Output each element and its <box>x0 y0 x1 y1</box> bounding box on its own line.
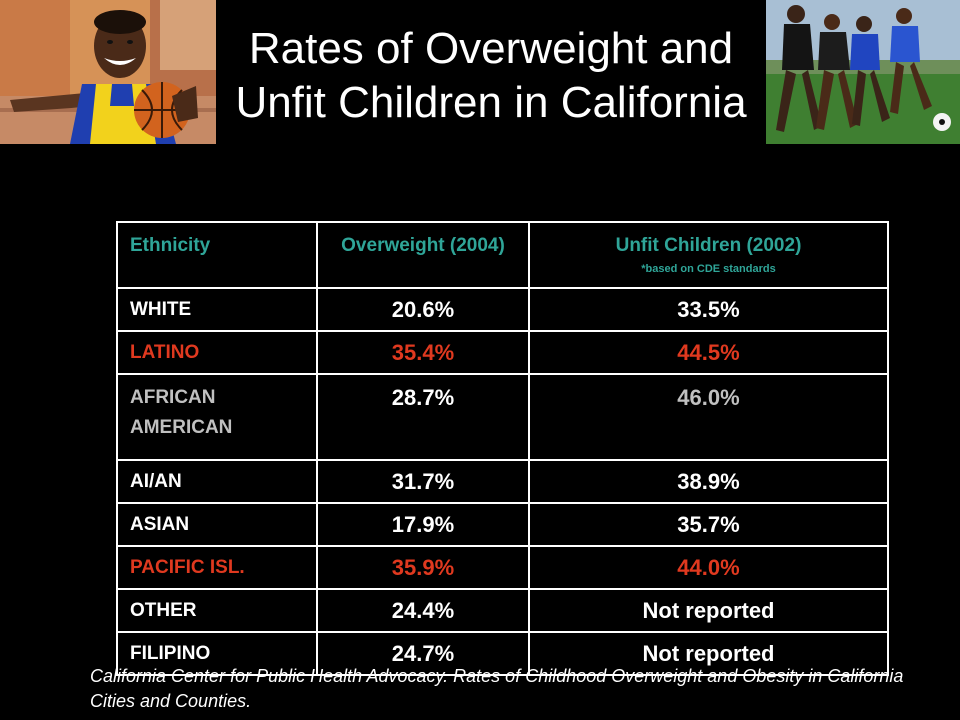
header-overweight: Overweight (2004) <box>316 221 530 289</box>
overweight-unfit-table: Ethnicity Overweight (2004) Unfit Childr… <box>116 221 889 676</box>
table-row: WHITE 20.6% 33.5% <box>116 287 889 332</box>
header-ethnicity: Ethnicity <box>116 221 318 289</box>
overweight-cell: 24.7% <box>316 631 530 676</box>
overweight-cell: 35.9% <box>316 545 530 590</box>
overweight-cell: 20.6% <box>316 287 530 332</box>
header-unfit-note: *based on CDE standards <box>641 263 776 275</box>
table-row: OTHER 24.4% Not reported <box>116 588 889 633</box>
ethnicity-cell: ASIAN <box>116 502 318 547</box>
ethnicity-cell: LATINO <box>116 330 318 375</box>
overweight-cell: 24.4% <box>316 588 530 633</box>
unfit-cell: 44.0% <box>528 545 889 590</box>
table-row: FILIPINO 24.7% Not reported <box>116 631 889 676</box>
unfit-cell: 46.0% <box>528 373 889 461</box>
unfit-cell: 38.9% <box>528 459 889 504</box>
table-header-row: Ethnicity Overweight (2004) Unfit Childr… <box>116 221 889 289</box>
slide-title: Rates of Overweight and Unfit Children i… <box>235 24 747 127</box>
ethnicity-cell-text: AFRICAN AMERICAN <box>130 387 233 438</box>
unfit-cell: Not reported <box>528 631 889 676</box>
unfit-cell: Not reported <box>528 588 889 633</box>
table-row: PACIFIC ISL. 35.9% 44.0% <box>116 545 889 590</box>
table-row: AFRICAN AMERICAN 28.7% 46.0% <box>116 373 889 461</box>
overweight-cell: 31.7% <box>316 459 530 504</box>
overweight-cell: 35.4% <box>316 330 530 375</box>
unfit-cell: 44.5% <box>528 330 889 375</box>
overweight-cell: 17.9% <box>316 502 530 547</box>
header-unfit-label: Unfit Children (2002) <box>615 235 802 256</box>
ethnicity-cell: AFRICAN AMERICAN <box>116 373 318 461</box>
ethnicity-cell: WHITE <box>116 287 318 332</box>
ethnicity-cell: FILIPINO <box>116 631 318 676</box>
ethnicity-cell: AI/AN <box>116 459 318 504</box>
table-row: AI/AN 31.7% 38.9% <box>116 459 889 504</box>
girls-playing-soccer-photo <box>766 0 960 144</box>
header-unfit: Unfit Children (2002) *based on CDE stan… <box>528 221 889 289</box>
ethnicity-cell: PACIFIC ISL. <box>116 545 318 590</box>
source-citation: California Center for Public Health Advo… <box>90 666 904 711</box>
table-row: ASIAN 17.9% 35.7% <box>116 502 889 547</box>
unfit-cell: 35.7% <box>528 502 889 547</box>
boy-with-basketball-photo <box>0 0 216 144</box>
unfit-cell: 33.5% <box>528 287 889 332</box>
table-row: LATINO 35.4% 44.5% <box>116 330 889 375</box>
ethnicity-cell: OTHER <box>116 588 318 633</box>
overweight-cell: 28.7% <box>316 373 530 461</box>
